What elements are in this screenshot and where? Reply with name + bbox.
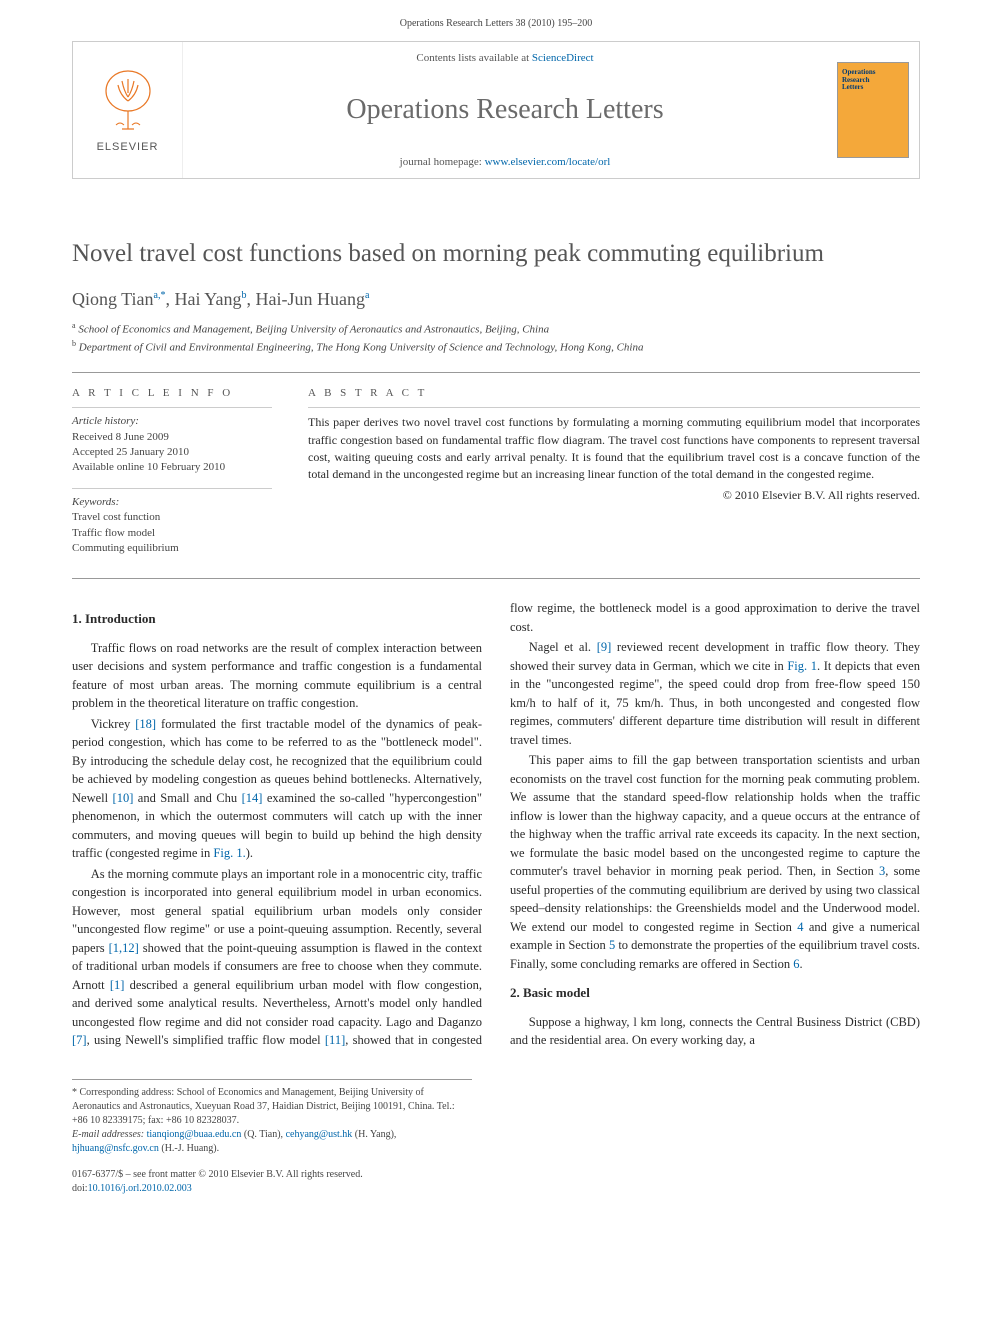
email3-who: (H.-J. Huang). <box>159 1143 219 1154</box>
email-tian[interactable]: tianqiong@buaa.edu.cn <box>147 1129 242 1140</box>
cover-line-3: Letters <box>842 84 904 92</box>
keywords-label: Keywords: <box>72 496 119 508</box>
affiliation-list: a School of Economics and Management, Be… <box>72 320 920 356</box>
abstract-heading: A B S T R A C T <box>308 387 920 399</box>
section-1-para-5: This paper aims to fill the gap between … <box>510 751 920 973</box>
history-accepted: Accepted 25 January 2010 <box>72 446 189 458</box>
issn-copyright: 0167-6377/$ – see front matter © 2010 El… <box>72 1168 920 1182</box>
s1p3-c: described a general equilibrium urban mo… <box>72 978 482 1029</box>
publisher-label: ELSEVIER <box>97 141 159 153</box>
abstract-column: A B S T R A C T This paper derives two n… <box>308 387 920 556</box>
author-3-marks: a <box>365 290 369 301</box>
homepage-prefix: journal homepage: <box>400 156 485 168</box>
affil-b-text: Department of Civil and Environmental En… <box>79 342 644 354</box>
author-sep-2: , <box>247 289 256 309</box>
history-label: Article history: <box>72 415 139 427</box>
keyword-3: Commuting equilibrium <box>72 542 179 554</box>
author-2[interactable]: Hai Yang <box>174 289 241 309</box>
ref-7[interactable]: [7] <box>72 1033 87 1047</box>
article-title: Novel travel cost functions based on mor… <box>72 239 920 269</box>
info-subrule-1 <box>72 407 272 408</box>
elsevier-tree-icon <box>97 67 159 137</box>
s1p2-a: Vickrey <box>91 717 135 731</box>
section-1-title: 1. Introduction <box>72 609 482 628</box>
article-info-column: A R T I C L E I N F O Article history: R… <box>72 387 272 556</box>
corr-star: * <box>72 1087 80 1098</box>
affil-a-text: School of Economics and Management, Beij… <box>78 324 549 336</box>
masthead-center: Contents lists available at ScienceDirec… <box>183 42 827 178</box>
journal-homepage-line: journal homepage: www.elsevier.com/locat… <box>400 156 611 168</box>
abstract-copyright: © 2010 Elsevier B.V. All rights reserved… <box>308 488 920 503</box>
article-history: Article history: Received 8 June 2009 Ac… <box>72 414 272 476</box>
homepage-link[interactable]: www.elsevier.com/locate/orl <box>485 156 611 168</box>
contents-prefix: Contents lists available at <box>416 52 531 64</box>
author-3[interactable]: Hai-Jun Huang <box>256 289 365 309</box>
email-label: E-mail addresses: <box>72 1129 147 1140</box>
info-subrule-2 <box>72 488 272 489</box>
s1p5-e: . <box>800 957 803 971</box>
sciencedirect-link[interactable]: ScienceDirect <box>532 52 594 64</box>
s1p2-e: ). <box>246 846 253 860</box>
author-list: Qiong Tiana,*, Hai Yangb, Hai-Jun Huanga <box>72 289 920 310</box>
fig-1-link-b[interactable]: Fig. 1 <box>787 659 817 673</box>
affil-a-mark: a <box>72 321 76 330</box>
ref-11[interactable]: [11] <box>325 1033 345 1047</box>
cover-box: Operations Research Letters <box>837 62 909 158</box>
rule-bottom <box>72 578 920 579</box>
email2-who: (H. Yang), <box>352 1129 396 1140</box>
affiliation-a: a School of Economics and Management, Be… <box>72 320 920 338</box>
history-online: Available online 10 February 2010 <box>72 461 225 473</box>
author-1-marks: a,* <box>154 290 166 301</box>
keywords-block: Keywords: Travel cost function Traffic f… <box>72 495 272 557</box>
running-header: Operations Research Letters 38 (2010) 19… <box>0 0 992 41</box>
doi-line: doi:10.1016/j.orl.2010.02.003 <box>72 1182 920 1196</box>
section-1-para-2: Vickrey [18] formulated the first tracta… <box>72 715 482 863</box>
email-huang[interactable]: hjhuang@nsfc.gov.cn <box>72 1143 159 1154</box>
section-2-title: 2. Basic model <box>510 983 920 1002</box>
s1p3-d: , using Newell's simplified traffic flow… <box>87 1033 325 1047</box>
section-1-para-4: Nagel et al. [9] reviewed recent develop… <box>510 638 920 749</box>
ref-1-12[interactable]: [1,12] <box>109 941 139 955</box>
corresponding-footnote: * Corresponding address: School of Econo… <box>72 1079 472 1156</box>
keyword-1: Travel cost function <box>72 511 160 523</box>
article-info-heading: A R T I C L E I N F O <box>72 387 272 399</box>
publisher-logo: ELSEVIER <box>73 42 183 178</box>
ref-1[interactable]: [1] <box>110 978 125 992</box>
email-addresses: E-mail addresses: tianqiong@buaa.edu.cn … <box>72 1128 472 1156</box>
affil-b-mark: b <box>72 339 76 348</box>
s1p4-a: Nagel et al. <box>529 640 597 654</box>
email1-who: (Q. Tian), <box>241 1129 285 1140</box>
corr-address: * Corresponding address: School of Econo… <box>72 1086 472 1128</box>
journal-title: Operations Research Letters <box>346 94 663 126</box>
email-yang[interactable]: cehyang@ust.hk <box>286 1129 353 1140</box>
article-header: Novel travel cost functions based on mor… <box>72 239 920 356</box>
citation-text: Operations Research Letters 38 (2010) 19… <box>400 18 592 29</box>
article-body: 1. Introduction Traffic flows on road ne… <box>72 599 920 1050</box>
section-2-para-1: Suppose a highway, l km long, connects t… <box>510 1013 920 1050</box>
s1p5-a: This paper aims to fill the gap between … <box>510 753 920 878</box>
section-1-para-1: Traffic flows on road networks are the r… <box>72 639 482 713</box>
ref-10[interactable]: [10] <box>113 791 134 805</box>
s1p2-c: and Small and Chu <box>133 791 241 805</box>
info-abstract-row: A R T I C L E I N F O Article history: R… <box>72 373 920 556</box>
author-1[interactable]: Qiong Tian <box>72 289 154 309</box>
journal-masthead: ELSEVIER Contents lists available at Sci… <box>72 41 920 179</box>
keyword-2: Traffic flow model <box>72 527 155 539</box>
corr-text: Corresponding address: School of Economi… <box>72 1087 455 1126</box>
contents-available-line: Contents lists available at ScienceDirec… <box>416 52 593 64</box>
affiliation-b: b Department of Civil and Environmental … <box>72 338 920 356</box>
ref-14[interactable]: [14] <box>242 791 263 805</box>
doi-label: doi: <box>72 1183 88 1194</box>
ref-9[interactable]: [9] <box>597 640 612 654</box>
fig-1-link-a[interactable]: Fig. 1. <box>213 846 245 860</box>
abstract-subrule <box>308 407 920 408</box>
abstract-text: This paper derives two novel travel cost… <box>308 414 920 484</box>
ref-18[interactable]: [18] <box>135 717 156 731</box>
journal-cover-thumbnail: Operations Research Letters <box>827 42 919 178</box>
history-received: Received 8 June 2009 <box>72 431 169 443</box>
doi-link[interactable]: 10.1016/j.orl.2010.02.003 <box>88 1183 192 1194</box>
page-footer: 0167-6377/$ – see front matter © 2010 El… <box>72 1168 920 1196</box>
